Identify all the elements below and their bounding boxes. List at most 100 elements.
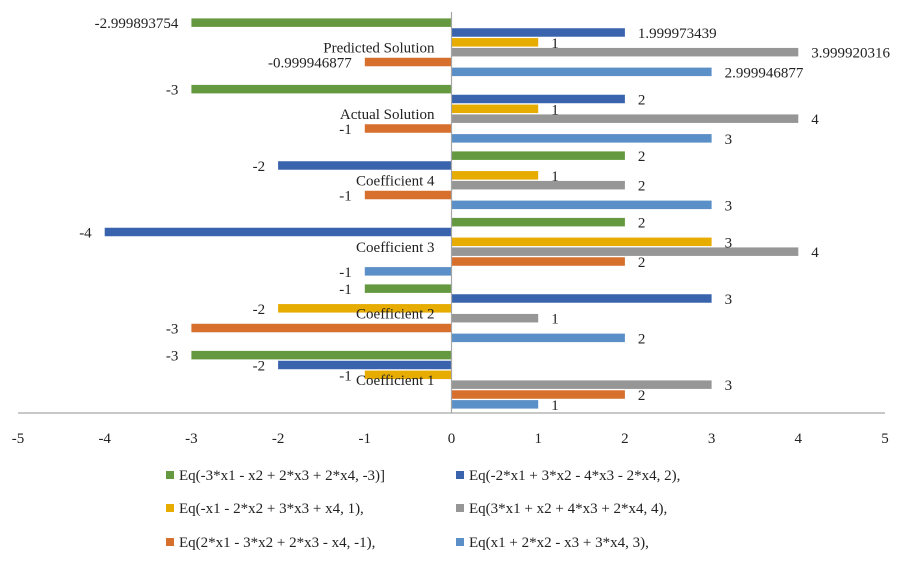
x-tick-label: -4 [98,431,111,447]
legend-item: Eq(x1 + 2*x2 - x3 + 3*x4, 3), [456,535,649,552]
legend-item: Eq(-x1 - 2*x2 + 3*x3 + x4, 1), [166,501,364,518]
data-label: 1 [551,398,559,414]
bar-coefficient-2-series-2 [451,313,539,323]
bar-coefficient-2-series-3 [278,304,452,313]
data-label: -2 [253,358,266,374]
category-label: Coefficient 2 [356,306,434,322]
legend-swatch [166,538,174,546]
data-label: 2.999946877 [725,65,804,81]
bar-coefficient-3-series-3 [451,237,712,247]
data-label: -3 [166,349,179,365]
data-label: 3 [725,292,733,308]
data-label: 1 [551,312,559,328]
data-label: 2 [638,388,646,404]
bar-actual-solution-series-3 [451,104,539,114]
data-label: 2 [638,331,646,347]
legend-item: Eq(2*x1 - 3*x2 + 2*x3 - x4, -1), [166,535,375,552]
data-label: -1 [339,122,352,138]
data-label: 4 [811,112,819,128]
bar-coefficient-1-series-4 [278,360,452,370]
data-label: -3 [166,83,179,99]
data-label: 3.999920316 [811,46,890,62]
data-label: 1 [551,102,559,118]
x-tick-label: -2 [272,431,285,447]
bar-coefficient-3-series-1 [451,257,625,266]
bar-coefficient-2-series-5 [364,284,452,293]
legend-swatch [456,538,464,546]
bar-coefficient-3-series-5 [451,217,625,227]
bar-predicted-solution-series-4 [451,28,625,37]
data-label: -2 [253,159,266,175]
bar-coefficient-4-series-5 [451,151,625,160]
bar-chart: 1 2 3 -1 -2 -3 2 -3 1 -2 3 -1 -1 2 4 3 -4 2 3 -1 2 1 -2 2 3 -1 4 1 2… [12,12,891,447]
x-axis-ticks-group: -5 -4 -3 -2 -1 0 1 2 3 4 5 [12,431,889,447]
category-label: Coefficient 1 [356,373,434,389]
data-label: -2.999893754 [95,16,179,32]
x-tick-label: -1 [359,431,372,447]
data-label: 1 [551,169,559,185]
bar-predicted-solution-series-2 [451,47,799,57]
bar-predicted-solution-series-1 [364,57,452,67]
data-label: -2 [253,302,266,318]
data-label: 2 [638,255,646,271]
legend-swatch [166,504,174,512]
data-label: 3 [725,198,733,214]
legend-label: Eq(-3*x1 - x2 + 2*x3 + 2*x4, -3)] [179,468,386,484]
bar-coefficient-3-series-2 [451,247,799,256]
legend-label: Eq(-x1 - 2*x2 + 3*x3 + x4, 1), [179,501,364,517]
x-tick-label: -3 [185,431,198,447]
bar-predicted-solution-series-0 [451,67,712,77]
bar-coefficient-1-series-2 [451,380,712,389]
data-label: -1 [339,368,352,384]
category-label: Actual Solution [340,107,435,123]
legend-item: Eq(3*x1 + x2 + 4*x3 + 2*x4, 4), [456,501,667,518]
legend-swatch [456,504,464,512]
bar-coefficient-2-series-1 [191,323,452,333]
legend-label: Eq(x1 + 2*x2 - x3 + 3*x4, 3), [469,535,649,551]
bar-coefficient-1-series-5 [191,350,452,360]
data-label: 2 [638,179,646,195]
bar-coefficient-1-series-0 [451,400,539,409]
data-labels-group: 123-1-2-32-31-23-1-1243-423-121-223-1412… [79,16,890,414]
bar-coefficient-4-series-4 [278,161,452,170]
bar-coefficient-2-series-4 [451,294,712,303]
x-tick-label: 3 [708,431,716,447]
bar-actual-solution-series-5 [191,84,452,94]
bar-actual-solution-series-0 [451,134,712,143]
bar-coefficient-1-series-3 [364,370,452,380]
data-label: 3 [725,235,733,251]
bar-coefficient-4-series-3 [451,171,539,180]
legend-label: Eq(-2*x1 + 3*x2 - 4*x3 - 2*x4, 2), [469,468,681,484]
x-tick-label: 4 [795,431,803,447]
bar-coefficient-2-series-0 [451,333,625,343]
bar-predicted-solution-series-3 [451,38,539,47]
data-label: -4 [79,225,92,241]
legend-label: Eq(2*x1 - 3*x2 + 2*x3 - x4, -1), [179,535,376,551]
bar-coefficient-1-series-1 [451,390,625,399]
bar-coefficient-4-series-2 [451,180,625,190]
data-label: 4 [811,245,819,261]
bar-coefficient-3-series-4 [104,227,452,237]
category-label: Coefficient 3 [356,240,434,256]
legend-swatch [166,471,174,479]
data-label: 3 [725,378,733,394]
bar-actual-solution-series-1 [364,124,452,133]
data-label: 1 [551,36,559,52]
data-label: 2 [638,149,646,165]
data-label: 3 [725,132,733,148]
category-label: Predicted Solution [323,40,435,56]
data-label: 2 [638,92,646,108]
data-label: -1 [339,189,352,205]
x-tick-label: 0 [448,431,456,447]
bars-group [104,18,799,409]
legend-item: Eq(-3*x1 - x2 + 2*x3 + 2*x4, -3)] [166,468,385,485]
data-label: -3 [166,322,179,338]
data-label: -1 [339,282,352,298]
x-tick-label: 1 [534,431,542,447]
data-label: 1.999973439 [638,26,717,42]
category-labels-group: Coefficient 1 Coefficient 2 Coefficient 3 C… [323,40,435,389]
bar-coefficient-4-series-0 [451,200,712,210]
x-tick-label: 5 [881,431,889,447]
bar-predicted-solution-series-5 [191,18,452,27]
bar-coefficient-3-series-0 [364,267,452,276]
